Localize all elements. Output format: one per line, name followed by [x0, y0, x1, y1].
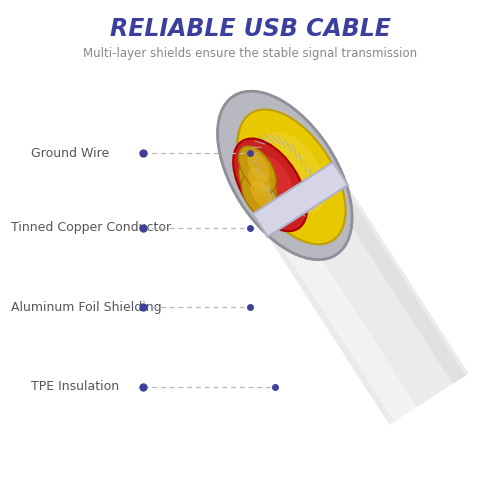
Text: Multi-layer shields ensure the stable signal transmission: Multi-layer shields ensure the stable si…	[83, 47, 417, 60]
Polygon shape	[250, 183, 417, 422]
Text: Aluminum Foil Shielding: Aluminum Foil Shielding	[12, 300, 162, 314]
Text: Ground Wire: Ground Wire	[31, 146, 110, 160]
Ellipse shape	[248, 153, 270, 181]
Ellipse shape	[242, 174, 279, 220]
Ellipse shape	[233, 138, 307, 231]
Ellipse shape	[248, 168, 270, 196]
Polygon shape	[238, 178, 258, 208]
Text: RELIABLE USB CABLE: RELIABLE USB CABLE	[110, 16, 390, 40]
Polygon shape	[238, 140, 329, 208]
Ellipse shape	[218, 91, 352, 260]
Ellipse shape	[239, 160, 277, 208]
Ellipse shape	[252, 154, 293, 206]
Text: TPE Insulation: TPE Insulation	[31, 380, 120, 393]
Polygon shape	[253, 162, 348, 237]
Ellipse shape	[250, 180, 273, 209]
Text: Tinned Copper Conductor: Tinned Copper Conductor	[12, 221, 172, 234]
Ellipse shape	[238, 110, 346, 244]
Polygon shape	[245, 150, 468, 425]
Polygon shape	[308, 152, 466, 384]
Ellipse shape	[238, 146, 276, 193]
Ellipse shape	[262, 132, 326, 212]
Ellipse shape	[236, 115, 333, 236]
